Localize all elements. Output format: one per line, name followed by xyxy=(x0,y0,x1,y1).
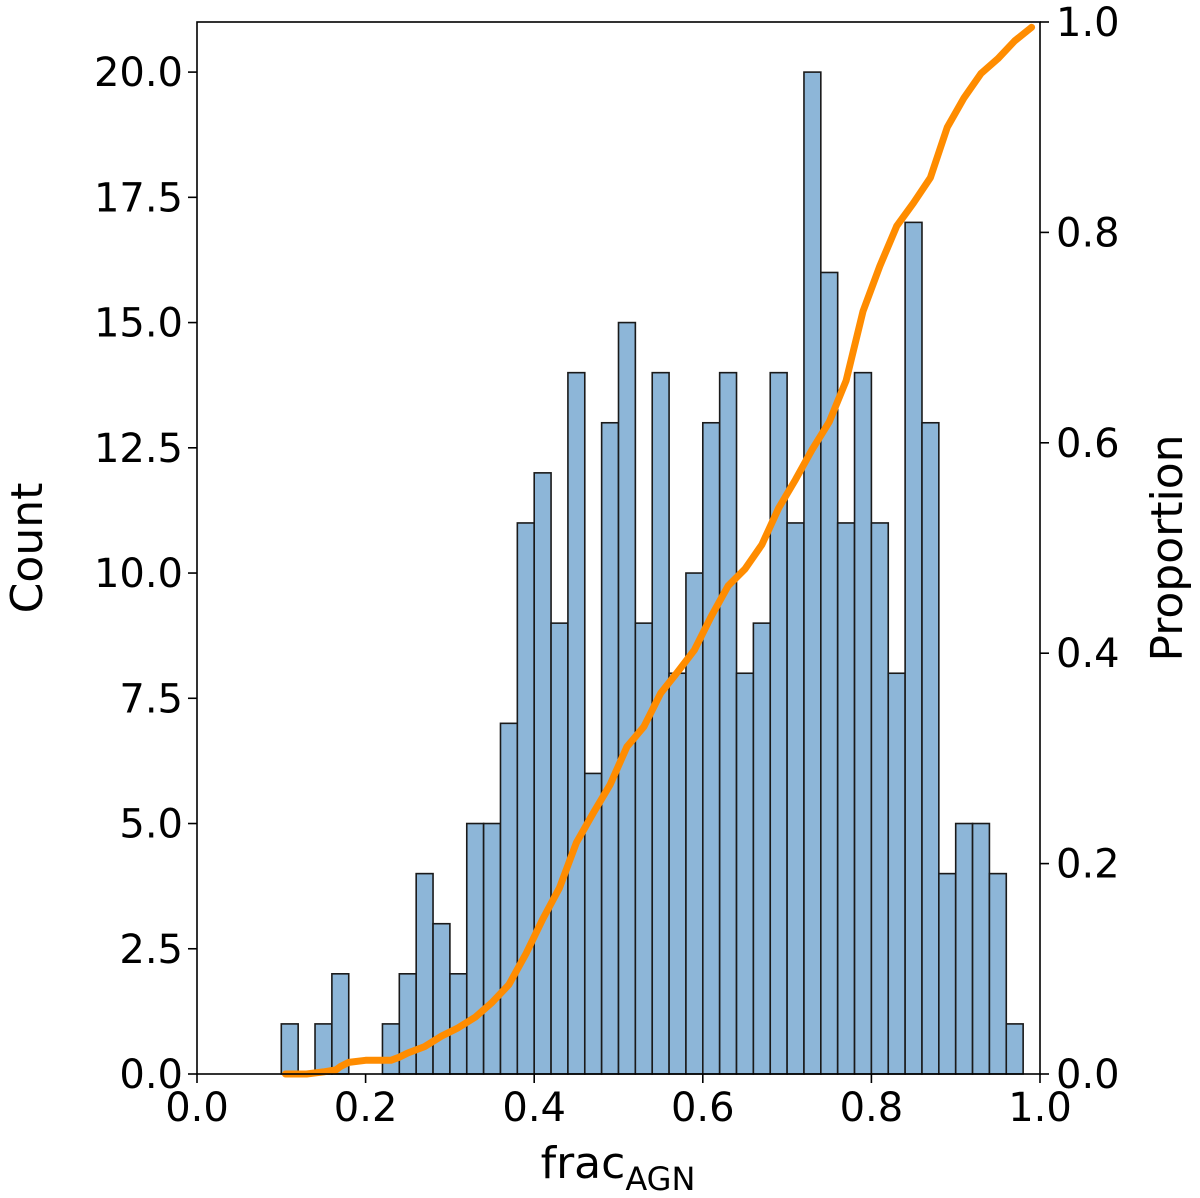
histogram-bar xyxy=(769,371,788,1075)
y-right-tick-label: 0.0 xyxy=(1056,1052,1120,1098)
histogram-bar xyxy=(381,1023,401,1075)
histogram-bar xyxy=(280,1023,299,1075)
y-tick-label: 0.0 xyxy=(119,1052,183,1098)
histogram-bars xyxy=(280,71,1024,1075)
histogram-bar xyxy=(887,672,906,1075)
x-tick-label: 0.2 xyxy=(334,1085,398,1131)
x-tick-label: 0.8 xyxy=(840,1085,904,1131)
y-right-tick-label: 0.2 xyxy=(1056,842,1120,888)
histogram-bar xyxy=(752,622,772,1075)
histogram-bar xyxy=(921,421,940,1075)
y-tick-label: 2.5 xyxy=(119,927,183,973)
histogram-bar xyxy=(701,421,721,1075)
histogram-bar xyxy=(786,522,805,1075)
histogram-bar xyxy=(836,522,856,1075)
y-tick-label: 5.0 xyxy=(119,802,183,848)
x-axis-ticks: 0.0 0.2 0.4 0.6 0.8 1.0 xyxy=(165,1074,1072,1131)
y-right-tick-label: 1.0 xyxy=(1056,0,1120,46)
y-tick-label: 10.0 xyxy=(94,551,183,597)
histogram-bar xyxy=(516,522,536,1075)
histogram-bar xyxy=(971,822,991,1075)
histogram-bar xyxy=(668,672,687,1075)
histogram-bar xyxy=(533,472,552,1075)
x-tick-label: 1.0 xyxy=(1008,1085,1072,1131)
y-axis-left-label: Count xyxy=(2,483,53,614)
y-tick-label: 17.5 xyxy=(94,175,183,221)
y-tick-label: 7.5 xyxy=(119,676,183,722)
histogram-bar xyxy=(331,973,350,1075)
histogram-bar xyxy=(718,371,738,1075)
y-tick-label: 20.0 xyxy=(94,50,183,96)
y-tick-label: 15.0 xyxy=(94,301,183,347)
y-axis-right-ticks: 0.0 0.2 0.4 0.6 0.8 1.0 xyxy=(1040,0,1120,1098)
histogram-bar xyxy=(651,371,670,1075)
y-right-tick-label: 0.8 xyxy=(1056,210,1120,256)
histogram-bar xyxy=(904,221,923,1075)
histogram-bar xyxy=(499,722,519,1075)
histogram-bar xyxy=(1005,1023,1024,1075)
histogram-bar xyxy=(567,371,586,1075)
x-tick-label: 0.4 xyxy=(502,1085,566,1131)
y-right-tick-label: 0.4 xyxy=(1056,631,1120,677)
histogram-bar xyxy=(988,872,1008,1075)
x-tick-label: 0.0 xyxy=(165,1085,229,1131)
y-axis-left-ticks: 0.0 2.5 5.0 7.5 10.0 12.5 15.0 17.5 20.0 xyxy=(94,50,197,1098)
histogram-bar xyxy=(803,71,822,1075)
histogram-bar xyxy=(482,822,502,1075)
y-axis-right-label: Proportion xyxy=(1142,434,1193,661)
y-tick-label: 12.5 xyxy=(94,426,183,472)
histogram-bar xyxy=(820,271,839,1075)
histogram-bar xyxy=(938,872,957,1075)
histogram-bar xyxy=(617,321,637,1075)
plot-frame xyxy=(196,21,1041,1075)
histogram-bar xyxy=(600,421,620,1075)
histogram-bar xyxy=(634,622,654,1075)
x-axis-label-subscript: AGN xyxy=(625,1160,695,1198)
histogram-bar xyxy=(853,371,873,1075)
histogram-bar xyxy=(465,822,485,1075)
histogram-bar xyxy=(314,1023,333,1075)
histogram-bar xyxy=(870,522,890,1075)
x-axis-label: fracAGN xyxy=(541,1138,696,1198)
y-right-tick-label: 0.6 xyxy=(1056,421,1120,467)
cumulative-proportion-line xyxy=(282,23,1036,1078)
histogram-bar xyxy=(550,622,569,1075)
histogram-bar xyxy=(432,922,451,1075)
histogram-bar xyxy=(735,672,755,1075)
x-tick-label: 0.6 xyxy=(671,1085,735,1131)
histogram-bar xyxy=(954,822,974,1075)
